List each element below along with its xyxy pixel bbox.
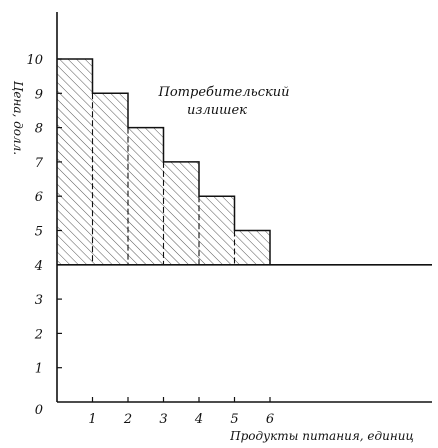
y-tick-label-6: 6 (35, 190, 43, 205)
x-tick-label-5: 5 (230, 412, 238, 427)
consumer-surplus-label-line-2: излишек (187, 103, 247, 118)
y-tick-label-9: 9 (35, 87, 43, 102)
consumer-surplus-bar-5 (199, 196, 235, 265)
lines-layer (57, 58, 271, 265)
consumer-surplus-bar-2 (92, 93, 128, 265)
x-axis-label: Продукты питания, единиц (229, 429, 414, 443)
y-tick-label-5: 5 (35, 225, 43, 240)
y-tick-label-8: 8 (35, 122, 43, 137)
x-tick-label-3: 3 (159, 412, 167, 427)
x-tick-label-1: 1 (88, 412, 96, 427)
ticks-layer: 0 1 2 3 4 5 6 7 8 9 10 1 2 3 4 5 6 (26, 53, 274, 427)
x-tick-label-2: 2 (123, 412, 132, 427)
y-tick-label-4: 4 (34, 259, 43, 274)
y-axis-label: Цена, долл. (11, 81, 25, 155)
consumer-surplus-label-line-1: Потребительский (158, 85, 290, 100)
consumer-surplus-bar-3 (128, 127, 164, 265)
y-tick-label-0: 0 (35, 403, 43, 418)
y-tick-label-10: 10 (26, 53, 43, 68)
y-tick-label-2: 2 (34, 327, 43, 342)
y-tick-label-1: 1 (35, 362, 43, 377)
consumer-surplus-bar-6 (234, 230, 270, 265)
x-tick-label-4: 4 (194, 412, 203, 427)
bars-layer (57, 59, 270, 265)
y-tick-label-7: 7 (35, 156, 44, 171)
consumer-surplus-bar-1 (57, 59, 93, 265)
x-tick-label-6: 6 (266, 412, 274, 427)
consumer-surplus-bar-4 (163, 161, 199, 265)
y-tick-label-3: 3 (35, 293, 43, 308)
